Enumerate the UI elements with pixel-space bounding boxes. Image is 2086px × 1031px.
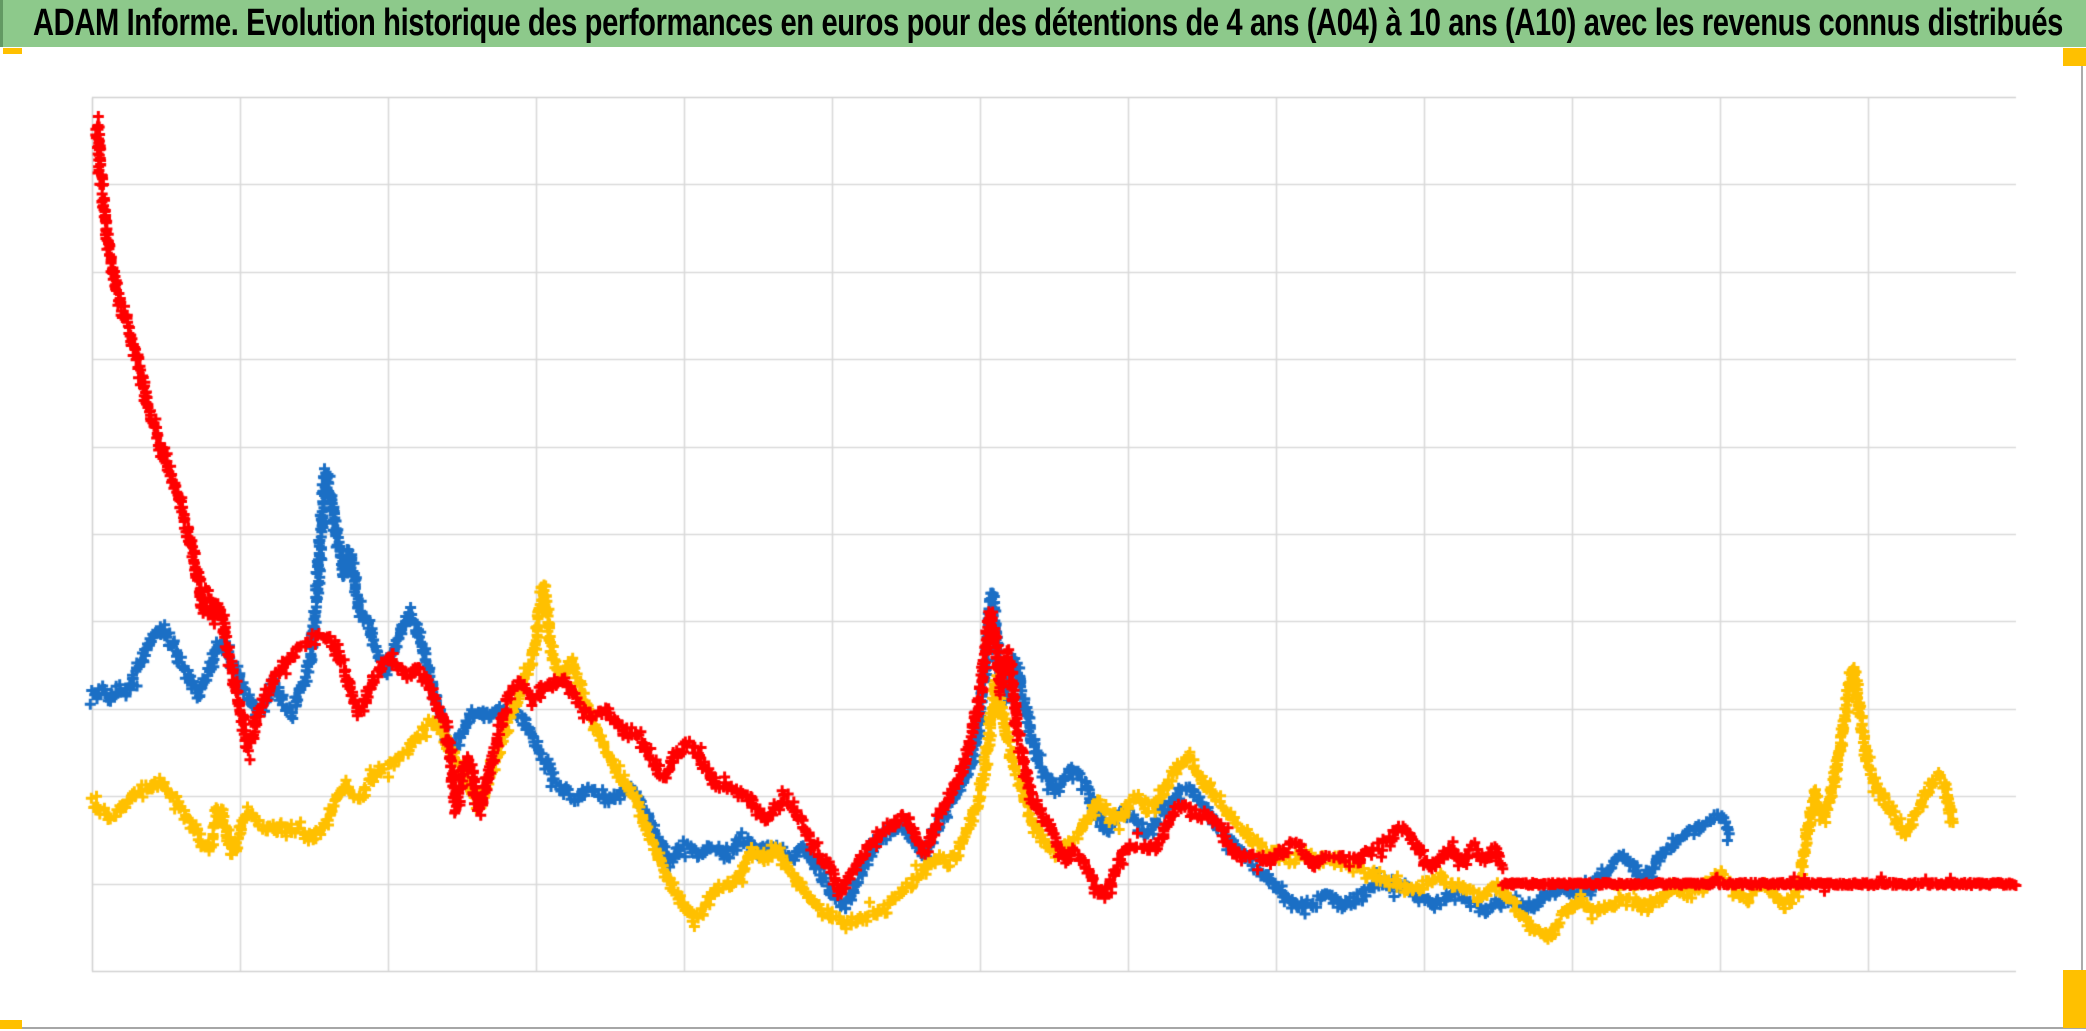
right-hairline [2081, 64, 2083, 1022]
corner-mark-top-left [3, 48, 22, 54]
corner-mark-top-right [2063, 48, 2086, 66]
corner-mark-bottom-right [2063, 970, 2086, 1028]
corner-mark-bottom-left [0, 1020, 22, 1029]
bottom-hairline [0, 1027, 2086, 1029]
